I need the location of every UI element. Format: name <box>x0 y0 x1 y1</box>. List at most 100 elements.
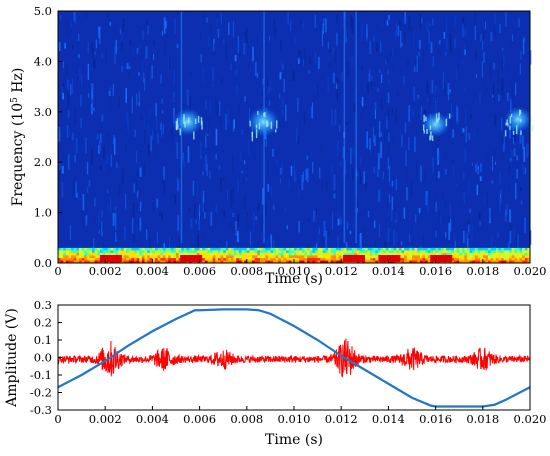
spectrogram-band-cell <box>490 250 494 254</box>
spectrogram-band-cell <box>296 247 300 251</box>
spectrogram-band-cell <box>511 260 515 264</box>
spectrogram-streak <box>101 114 104 122</box>
spectrogram-streak <box>114 46 116 64</box>
spectrogram-band-cell <box>204 250 208 254</box>
spectrogram-streak <box>409 234 411 242</box>
spectrogram-streak <box>124 225 126 241</box>
amplitude-x-axis-label: Time (s) <box>265 432 323 448</box>
spectrogram-band-cell <box>341 260 345 264</box>
spectrogram-band-cell <box>225 255 229 259</box>
spectrogram-band-cell <box>330 255 334 259</box>
spectrogram-band-cell <box>73 250 77 254</box>
spectrogram-hotspot-speck <box>201 120 203 130</box>
spectrogram-band-cell <box>128 258 132 261</box>
spectrogram-band-cell <box>94 255 98 259</box>
spectrogram-streak <box>486 87 488 94</box>
spectrogram-streak <box>121 66 123 72</box>
spectrogram-band-cell <box>409 252 413 256</box>
spectrogram-streak <box>279 93 281 99</box>
spectrogram-band-cell <box>58 258 61 261</box>
spectrogram-band-cell <box>380 252 384 256</box>
spectrogram-band-cell <box>296 260 300 264</box>
spectrogram-band-cell <box>191 247 195 251</box>
spectrogram-streak <box>179 169 181 181</box>
spectrogram-band-cell <box>144 247 148 251</box>
spectrogram-hotspot-speck <box>512 131 515 135</box>
spectrogram-band-cell <box>155 250 158 254</box>
spectrogram-band-cell <box>136 247 140 251</box>
spectrogram-band-cell <box>330 247 334 251</box>
spectrogram-streak <box>469 208 471 214</box>
spectrogram-streak <box>164 40 167 57</box>
spectrogram-streak <box>340 216 342 225</box>
spectrogram-band-cell <box>262 247 266 251</box>
spectrogram-band-cell <box>259 255 263 259</box>
spectrogram-band-cell <box>280 247 284 251</box>
spectrogram-band-cell <box>134 250 137 254</box>
spectrogram-hotspot-speck <box>195 118 197 124</box>
spectrogram-band-cell <box>359 252 363 256</box>
spectrogram-band-cell <box>493 258 497 261</box>
spectrogram-streak <box>522 135 524 149</box>
spectrogram-streak <box>321 180 324 189</box>
spectrogram-streak <box>386 58 389 63</box>
spectrogram-streak <box>110 154 112 168</box>
spectrogram-band-cell <box>244 255 248 259</box>
spectrogram-streak <box>344 11 346 28</box>
spectrogram-streak <box>73 178 76 195</box>
x-tick-label: 0 <box>54 412 61 426</box>
spectrogram-streak <box>314 15 316 29</box>
spectrogram-hotspot-speck <box>520 130 522 135</box>
spectrogram-band-cell <box>92 250 96 254</box>
spectrogram-band-cell <box>76 258 80 261</box>
spectrogram-band-cell <box>71 247 75 251</box>
spectrogram-streak <box>378 121 381 138</box>
spectrogram-band-cell <box>144 255 148 259</box>
spectrogram-band-cell <box>68 255 72 259</box>
spectrogram-band-cell <box>231 258 235 261</box>
x-tick-label: 0.012 <box>325 412 358 426</box>
spectrogram-band-cell <box>120 252 124 256</box>
spectrogram-band-cell <box>225 260 229 264</box>
spectrogram-band-cell <box>202 247 206 251</box>
spectrogram-band-cell <box>79 252 82 256</box>
x-tick-label: 0.008 <box>230 264 263 278</box>
spectrogram-streak <box>349 230 352 235</box>
spectrogram-streak <box>99 27 101 44</box>
spectrogram-band-cell <box>134 260 137 264</box>
spectrogram-band-cell <box>257 260 261 264</box>
spectrogram-band-cell <box>406 247 410 251</box>
spectrogram-streak <box>70 20 73 29</box>
spectrogram-streak <box>267 163 269 180</box>
spectrogram-band-cell <box>527 258 531 261</box>
spectrogram-streak <box>129 39 132 47</box>
spectrogram-streak <box>74 108 76 125</box>
spectrogram-streak <box>466 233 468 246</box>
spectrogram-streak <box>506 96 508 101</box>
spectrogram-band-cell <box>215 250 219 254</box>
spectrogram-streak <box>524 167 526 175</box>
spectrogram-band-cell <box>482 247 486 251</box>
spectrogram-band-cell <box>120 255 124 259</box>
spectrogram-band-cell <box>102 252 106 256</box>
spectrogram-band-cell <box>312 258 316 261</box>
spectrogram-band-cell <box>183 250 187 254</box>
spectrogram-streak <box>136 169 138 177</box>
spectrogram-streak <box>227 110 229 125</box>
spectrogram-band-cell <box>244 258 248 261</box>
spectrogram-band-cell <box>477 250 481 254</box>
spectrogram-streak <box>438 137 440 143</box>
spectrogram-streak <box>372 127 374 143</box>
spectrogram-streak <box>364 93 366 98</box>
spectrogram-streak <box>457 64 460 70</box>
spectrogram-hotspot-speck <box>193 131 195 140</box>
spectrogram-band-cell <box>367 247 371 251</box>
spectrogram-band-cell <box>63 255 67 259</box>
spectrogram-streak <box>336 13 338 24</box>
spectrogram-streak <box>474 131 475 137</box>
spectrogram-streak <box>346 221 349 230</box>
spectrogram-streak <box>264 130 267 148</box>
spectrogram-band-cell <box>102 247 106 251</box>
spectrogram-band-cell <box>414 260 418 264</box>
spectrogram-streak <box>136 227 139 239</box>
